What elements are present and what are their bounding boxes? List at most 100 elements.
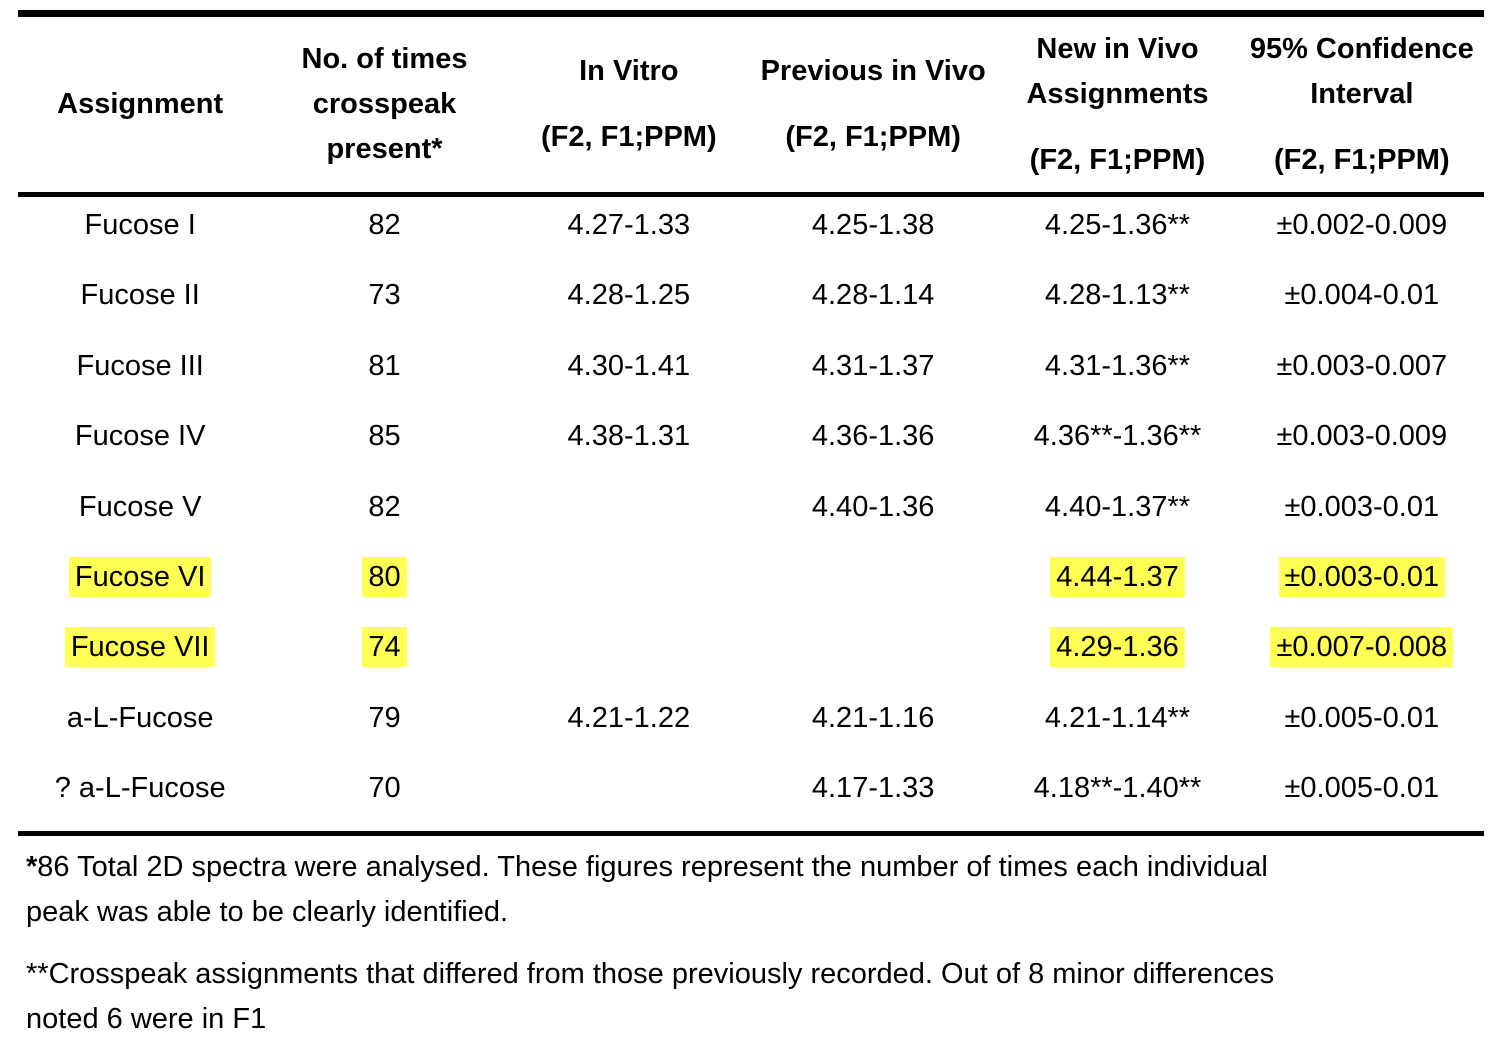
cell-value: 4.18**-1.40** <box>1033 772 1202 805</box>
cell-value: Fucose I <box>84 209 196 241</box>
table-cell: 80 <box>262 549 506 619</box>
table-cell: ±0.005-0.01 <box>1240 760 1484 830</box>
cell-value: 4.36-1.36 <box>811 420 935 453</box>
table-cell: Fucose VII <box>18 619 262 689</box>
table-cell: ±0.003-0.007 <box>1240 338 1484 408</box>
table-cell: 4.44-1.37 <box>995 549 1239 619</box>
footnote-crosspeak-differences: **Crosspeak assignments that differed fr… <box>26 952 1478 1042</box>
cell-value: 4.25-1.36** <box>1044 209 1191 241</box>
cell-value: ±0.005-0.01 <box>1284 701 1440 734</box>
table-row: Fucose VI 80 4.44-1.37 ±0.003-0.01 <box>18 549 1484 619</box>
cell-value: 4.21-1.14** <box>1044 701 1191 734</box>
table-cell <box>507 619 751 689</box>
table-row: Fucose IV 85 4.38-1.31 4.36-1.36 4.36**-1.36… <box>18 408 1484 478</box>
cell-value: ±0.003-0.01 <box>1284 490 1440 523</box>
footnote-line: **Crosspeak assignments that differed fr… <box>26 952 1478 997</box>
header-line: crosspeak <box>312 88 457 120</box>
footnote-marker: * <box>26 850 38 883</box>
table-cell: 4.28-1.13** <box>995 267 1239 337</box>
table-cell: 4.21-1.22 <box>507 690 751 760</box>
table-cell: ±0.005-0.01 <box>1240 690 1484 760</box>
table-cell: 70 <box>262 760 506 830</box>
table-row: Fucose II 73 4.28-1.25 4.28-1.14 4.28-1.13**… <box>18 267 1484 337</box>
cell-value: 4.25-1.38 <box>811 209 935 241</box>
cell-value: ±0.003-0.009 <box>1276 420 1448 453</box>
table-cell: 4.28-1.14 <box>751 267 995 337</box>
cell-value-highlighted: ±0.007-0.008 <box>1270 627 1454 668</box>
table-cell: Fucose III <box>18 338 262 408</box>
table-cell: 82 <box>262 479 506 549</box>
table-cell: Fucose V <box>18 479 262 549</box>
cell-value: 85 <box>368 420 401 453</box>
header-line: Assignment <box>57 88 224 120</box>
table-cell: Fucose VI <box>18 549 262 619</box>
table-cell: 73 <box>262 267 506 337</box>
cell-value: ±0.003-0.007 <box>1276 349 1448 382</box>
cell-value: 4.38-1.31 <box>567 420 691 453</box>
table-cell: ±0.003-0.009 <box>1240 408 1484 478</box>
cell-value-highlighted: 4.44-1.37 <box>1050 556 1185 597</box>
cell-value: ±0.004-0.01 <box>1284 279 1440 312</box>
header-in-vitro: In Vitro (F2, F1;PPM) <box>507 17 751 192</box>
footnote-line: peak was able to be clearly identified. <box>26 895 509 928</box>
table-cell: ±0.003-0.01 <box>1240 549 1484 619</box>
table-cell: Fucose I <box>18 197 262 267</box>
table-cell: Fucose II <box>18 267 262 337</box>
cell-value: 4.28-1.14 <box>811 279 935 312</box>
table-cell: 82 <box>262 197 506 267</box>
cell-value: a-L-Fucose <box>66 701 214 734</box>
cell-value: 4.17-1.33 <box>811 772 935 805</box>
table-row: a-L-Fucose 79 4.21-1.22 4.21-1.16 4.21-1.14*… <box>18 690 1484 760</box>
table-cell <box>507 479 751 549</box>
footnote-text: Crosspeak assignments that differed from… <box>48 957 1275 990</box>
table-cell: 4.30-1.41 <box>507 338 751 408</box>
header-no-of-times: No. of times crosspeak present* <box>262 17 506 192</box>
table-cell: ±0.007-0.008 <box>1240 619 1484 689</box>
table-header-row: Assignment No. of times crosspeak presen… <box>18 17 1484 197</box>
table-cell: 4.27-1.33 <box>507 197 751 267</box>
header-confidence-interval: 95% Confidence Interval (F2, F1;PPM) <box>1240 17 1484 192</box>
cell-value-highlighted: ±0.003-0.01 <box>1278 556 1446 597</box>
cell-value: 82 <box>368 490 401 523</box>
footnote-spectra: *86 Total 2D spectra were analysed. Thes… <box>26 845 1478 935</box>
cell-value: 82 <box>368 209 401 241</box>
table-row: Fucose I 82 4.27-1.33 4.25-1.38 4.25-1.36** ±… <box>18 197 1484 267</box>
cell-value: 4.36**-1.36** <box>1033 420 1202 453</box>
table-cell: 4.31-1.37 <box>751 338 995 408</box>
page: { "page": { "background": "#ffffff", "te… <box>0 10 1508 1064</box>
table-cell: 4.28-1.25 <box>507 267 751 337</box>
cell-value: 73 <box>368 279 401 312</box>
header-new-in-vivo: New in Vivo Assignments (F2, F1;PPM) <box>995 17 1239 192</box>
footnotes: *86 Total 2D spectra were analysed. Thes… <box>26 845 1478 1042</box>
cell-value: ±0.005-0.01 <box>1284 772 1440 805</box>
cell-value: Fucose II <box>80 279 200 312</box>
table-cell <box>507 549 751 619</box>
header-ppm-units: (F2, F1;PPM) <box>1029 143 1206 176</box>
table-cell: 4.21-1.14** <box>995 690 1239 760</box>
table-body: Fucose I 82 4.27-1.33 4.25-1.38 4.25-1.36** ±… <box>18 197 1484 831</box>
header-ppm-units: (F2, F1;PPM) <box>785 121 961 153</box>
header-line: In Vitro <box>579 55 679 87</box>
cell-value: Fucose III <box>76 349 204 382</box>
cell-value: 4.31-1.36** <box>1044 349 1191 382</box>
footnote-marker: ** <box>26 957 49 990</box>
table-row: Fucose V 82 4.40-1.36 4.40-1.37** ±0.003-0.0… <box>18 479 1484 549</box>
cell-value-highlighted: Fucose VI <box>68 556 212 597</box>
table-cell: 4.40-1.37** <box>995 479 1239 549</box>
table-cell: 4.21-1.16 <box>751 690 995 760</box>
table-cell: 4.18**-1.40** <box>995 760 1239 830</box>
cell-value-highlighted: 4.29-1.36 <box>1050 627 1185 668</box>
header-line: No. of times <box>301 43 468 75</box>
table-cell: ? a-L-Fucose <box>18 760 262 830</box>
header-line: Assignments <box>1026 77 1209 110</box>
cell-value: 4.28-1.13** <box>1044 279 1191 312</box>
cell-value: 4.40-1.36 <box>811 490 935 523</box>
cell-value: Fucose IV <box>74 420 206 453</box>
cell-value: 4.21-1.16 <box>811 701 935 734</box>
table-cell: 79 <box>262 690 506 760</box>
table-cell: 74 <box>262 619 506 689</box>
table-cell: 85 <box>262 408 506 478</box>
cell-value-highlighted: 74 <box>362 627 407 668</box>
cell-value: 70 <box>368 772 401 805</box>
cell-value: 4.28-1.25 <box>567 279 691 312</box>
